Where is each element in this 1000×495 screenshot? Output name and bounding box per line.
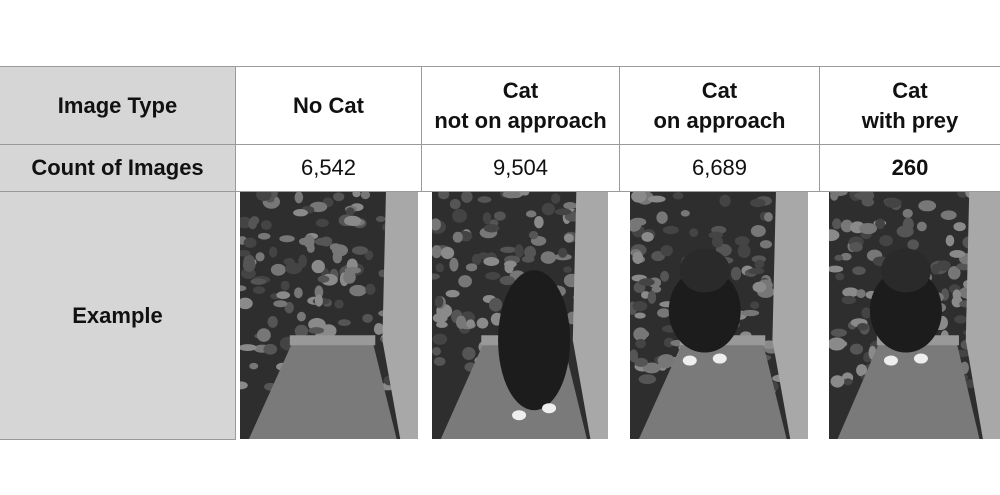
- count-cell: 6,542: [236, 145, 422, 192]
- header-text: on approach: [653, 107, 786, 133]
- header-text: Cat: [892, 77, 928, 103]
- row-label: Count of Images: [0, 145, 236, 192]
- header-cell: Cat not on approach: [422, 66, 620, 145]
- example-image: [432, 192, 608, 439]
- header-text: Image Type: [57, 92, 178, 118]
- header-cell: Cat with prey: [820, 66, 1000, 145]
- header-text: not on approach: [434, 107, 607, 133]
- count-cell: 6,689: [620, 145, 820, 192]
- header-text: with prey: [861, 107, 959, 133]
- row-label: Example: [0, 192, 236, 440]
- header-cell: Cat on approach: [620, 66, 820, 145]
- example-image: [829, 192, 1000, 439]
- count-cell: 9,504: [422, 145, 620, 192]
- example-image: [630, 192, 808, 439]
- header-text: No Cat: [293, 92, 364, 118]
- header-text: Cat: [701, 77, 738, 103]
- example-image: [240, 192, 418, 439]
- header-cell: No Cat: [236, 66, 422, 145]
- header-text: Cat: [502, 77, 539, 103]
- count-cell: 260: [820, 145, 1000, 192]
- header-cell: Image Type: [0, 66, 236, 145]
